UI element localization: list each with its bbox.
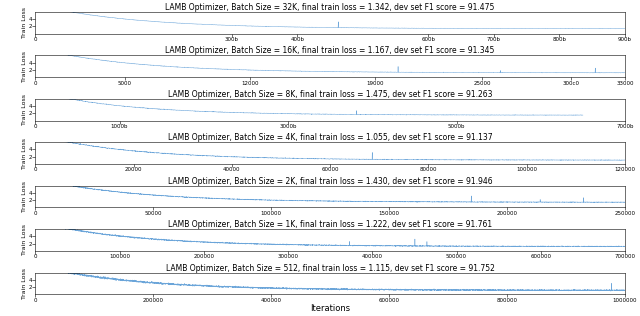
Title: LAMB Optimizer, Batch Size = 32K, final train loss = 1.342, dev set F1 score = 9: LAMB Optimizer, Batch Size = 32K, final … — [166, 3, 495, 12]
Y-axis label: Train Loss: Train Loss — [22, 7, 27, 38]
Y-axis label: Train Loss: Train Loss — [22, 137, 27, 168]
X-axis label: Iterations: Iterations — [310, 304, 350, 313]
Title: LAMB Optimizer, Batch Size = 2K, final train loss = 1.430, dev set F1 score = 91: LAMB Optimizer, Batch Size = 2K, final t… — [168, 177, 492, 185]
Title: LAMB Optimizer, Batch Size = 4K, final train loss = 1.055, dev set F1 score = 91: LAMB Optimizer, Batch Size = 4K, final t… — [168, 133, 492, 142]
Title: LAMB Optimizer, Batch Size = 8K, final train loss = 1.475, dev set F1 score = 91: LAMB Optimizer, Batch Size = 8K, final t… — [168, 90, 492, 99]
Title: LAMB Optimizer, Batch Size = 1K, final train loss = 1.222, dev set F1 score = 91: LAMB Optimizer, Batch Size = 1K, final t… — [168, 220, 492, 229]
Y-axis label: Train Loss: Train Loss — [22, 51, 27, 82]
Y-axis label: Train Loss: Train Loss — [22, 94, 27, 125]
Y-axis label: Train Loss: Train Loss — [22, 181, 27, 212]
Y-axis label: Train Loss: Train Loss — [22, 224, 27, 256]
Y-axis label: Train Loss: Train Loss — [22, 268, 27, 299]
Title: LAMB Optimizer, Batch Size = 16K, final train loss = 1.167, dev set F1 score = 9: LAMB Optimizer, Batch Size = 16K, final … — [166, 46, 495, 55]
Title: LAMB Optimizer, Batch Size = 512, final train loss = 1.115, dev set F1 score = 9: LAMB Optimizer, Batch Size = 512, final … — [166, 264, 495, 272]
